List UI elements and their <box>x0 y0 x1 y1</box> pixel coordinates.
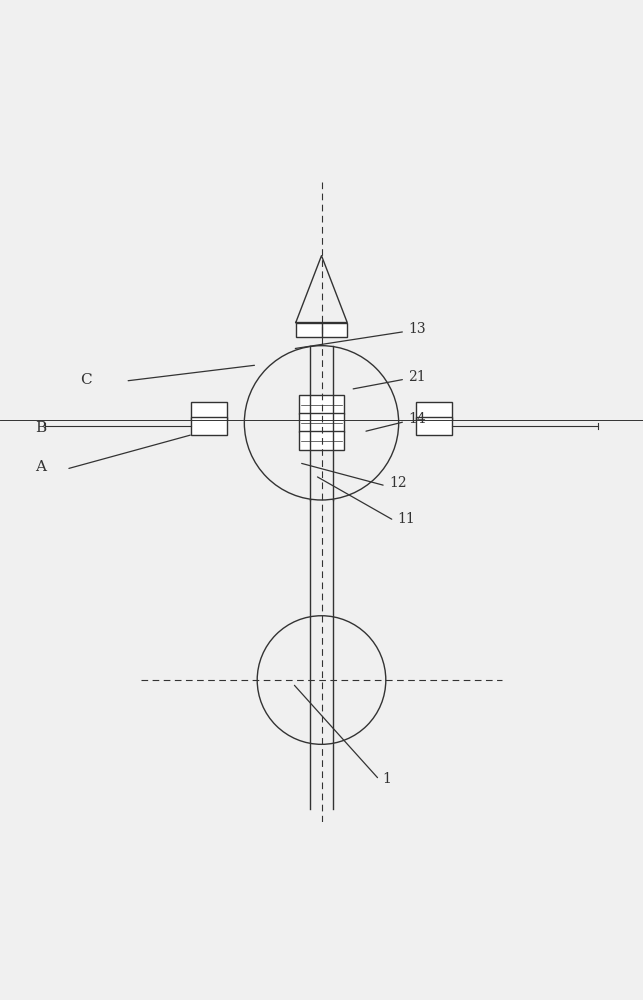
Text: 21: 21 <box>408 370 426 384</box>
Text: 14: 14 <box>408 412 426 426</box>
Text: 13: 13 <box>408 322 426 336</box>
Text: A: A <box>35 460 46 474</box>
Bar <box>417 417 451 435</box>
Text: B: B <box>35 421 46 435</box>
Bar <box>417 402 451 420</box>
Text: 1: 1 <box>383 772 392 786</box>
Text: 12: 12 <box>389 476 406 490</box>
Bar <box>299 413 344 432</box>
Text: 11: 11 <box>397 512 415 526</box>
Text: C: C <box>80 373 92 387</box>
Bar <box>192 417 226 435</box>
Bar <box>192 402 226 420</box>
Bar <box>299 431 344 450</box>
Bar <box>296 323 347 337</box>
Bar <box>299 395 344 414</box>
